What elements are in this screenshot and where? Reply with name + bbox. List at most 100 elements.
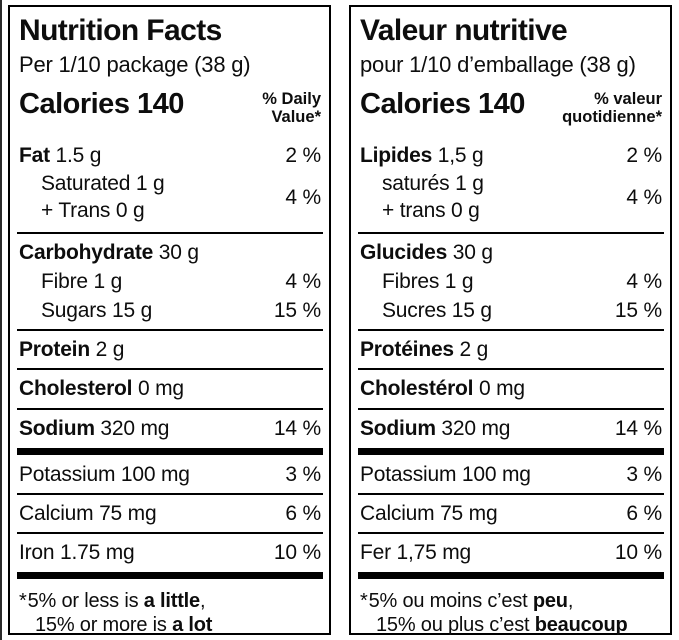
daily-value-percent: 4 %: [285, 185, 321, 209]
separator-line: [17, 407, 323, 410]
daily-value-header-line2: Value*: [271, 108, 321, 127]
nutrient-name: Sugars 15 g: [41, 299, 153, 323]
nutrient-row: Sodium 320 mg 14 %: [358, 414, 664, 443]
nutrient-name: Fibre 1 g: [41, 270, 123, 294]
daily-value-header-line1: % valeur: [594, 89, 662, 108]
daily-value-percent: 15 %: [273, 299, 321, 323]
footnote-text: ,: [567, 589, 574, 612]
daily-value-header-line1: % Daily: [262, 89, 321, 108]
footnote-keyword: peu: [532, 589, 568, 612]
nutrient-name: Potassium 100 mg: [19, 462, 190, 486]
footnote-line: *5% or less is a little,: [19, 589, 323, 613]
nutrient-name: Calcium 75 mg: [360, 501, 498, 525]
nutrient-name: Sodium 320 mg: [19, 416, 170, 440]
nutrient-row: Protein 2 g: [17, 335, 323, 364]
nutrient-row: Cholestérol 0 mg: [358, 374, 664, 403]
separator-line: [358, 232, 664, 235]
nutrient-rows: Lipides 1,5 g 2 % saturés 1 g + trans 0 g 4 …: [358, 141, 664, 584]
serving-size: Per 1/10 package (38 g): [19, 51, 251, 77]
footnote-keyword: a little: [143, 589, 200, 612]
footnote-text: ,: [199, 589, 206, 612]
nutrient-row: Potassium 100 mg 3 %: [17, 460, 323, 489]
daily-value-percent: 10 %: [614, 540, 662, 564]
nutrient-name: Fat 1.5 g: [19, 143, 102, 167]
nutrient-row: Calcium 75 mg 6 %: [17, 499, 323, 528]
nutrient-rows: Fat 1.5 g 2 % Saturated 1 g + Trans 0 g 4 % C…: [17, 141, 323, 584]
nutrient-row: Cholesterol 0 mg: [17, 374, 323, 403]
thick-divider-bar: [17, 447, 323, 455]
footnote-line: 15% or more is a lot: [19, 613, 323, 637]
daily-value-percent: 6 %: [285, 501, 321, 525]
footnote-keyword: beaucoup: [534, 614, 628, 637]
nutrient-row: Glucides 30 g: [358, 238, 664, 267]
calories: Calories 140: [358, 87, 525, 120]
nutrient-row: Protéines 2 g: [358, 335, 664, 364]
calories-label: Calories: [19, 87, 130, 120]
footnote-keyword: a lot: [172, 614, 213, 637]
thick-divider-bar: [17, 571, 323, 579]
footnote-line: *5% ou moins c’est peu,: [360, 589, 664, 613]
separator-line: [17, 531, 323, 534]
daily-value-header-line2: quotidienne*: [562, 108, 662, 127]
calories-label: Calories: [360, 87, 471, 120]
daily-value-header: % Daily Value*: [262, 89, 323, 127]
nutrient-name: Iron 1.75 mg: [19, 540, 135, 564]
footnote: *5% or less is a little, 15% or more is a…: [17, 589, 323, 638]
nutrient-row: Saturated 1 g + Trans 0 g 4 %: [17, 170, 323, 228]
separator-line: [358, 531, 664, 534]
panel-title: Nutrition Facts: [19, 14, 222, 47]
calories-value: 140: [137, 87, 184, 120]
nutrient-row: Carbohydrate 30 g: [17, 238, 323, 267]
nutrient-name: Fibres 1 g: [382, 270, 474, 294]
nutrient-name: Cholestérol 0 mg: [360, 377, 525, 401]
separator-line: [358, 407, 664, 410]
calories-row: Calories 140 % valeur quotidienne*: [358, 87, 664, 127]
nutrient-row: Iron 1.75 mg 10 %: [17, 538, 323, 567]
nutrient-name: Sucres 15 g: [382, 299, 492, 323]
daily-value-percent: 3 %: [285, 462, 321, 486]
daily-value-percent: 10 %: [273, 540, 321, 564]
daily-value-percent: 4 %: [285, 270, 321, 294]
nutrient-row: Fat 1.5 g 2 %: [17, 141, 323, 170]
separator-line: [17, 329, 323, 332]
daily-value-header: % valeur quotidienne*: [562, 89, 664, 127]
separator-line: [358, 368, 664, 371]
nutrient-row: Sugars 15 g 15 %: [17, 296, 323, 325]
nutrient-name: Potassium 100 mg: [360, 462, 531, 486]
daily-value-percent: 4 %: [626, 185, 662, 209]
nutrient-row: Potassium 100 mg 3 %: [358, 460, 664, 489]
separator-line: [358, 492, 664, 495]
nutrient-row: Fibre 1 g 4 %: [17, 267, 323, 296]
calories-value: 140: [478, 87, 525, 120]
daily-value-percent: 2 %: [285, 143, 321, 167]
daily-value-percent: 14 %: [614, 416, 662, 440]
footnote-text: 15% or more is: [35, 614, 173, 637]
separator-line: [17, 368, 323, 371]
nutrient-name: Carbohydrate 30 g: [19, 241, 199, 265]
footnote-asterisk: *: [360, 589, 368, 612]
nutrient-name: Saturated 1 g + Trans 0 g: [41, 171, 165, 223]
calories-row: Calories 140 % Daily Value*: [17, 87, 323, 127]
nutrient-row: Sodium 320 mg 14 %: [17, 414, 323, 443]
nutrient-name: Lipides 1,5 g: [360, 143, 484, 167]
thick-divider-bar: [358, 571, 664, 579]
footnote-asterisk: *: [19, 589, 27, 612]
separator-line: [17, 232, 323, 235]
nutrient-row: Calcium 75 mg 6 %: [358, 499, 664, 528]
daily-value-percent: 15 %: [614, 299, 662, 323]
image-left-edge-line: [0, 0, 2, 640]
nutrient-name: Glucides 30 g: [360, 241, 493, 265]
nutrient-name: Protein 2 g: [19, 338, 125, 362]
daily-value-percent: 14 %: [273, 416, 321, 440]
footnote-text: 15% ou plus c’est: [376, 614, 535, 637]
footnote-text: 5% or less is: [27, 589, 144, 612]
footnote-text: 5% ou moins c’est: [368, 589, 533, 612]
nutrient-row: Sucres 15 g 15 %: [358, 296, 664, 325]
daily-value-percent: 3 %: [626, 462, 662, 486]
nutrient-name: Sodium 320 mg: [360, 416, 511, 440]
nutrient-name: Fer 1,75 mg: [360, 540, 472, 564]
nutrient-name: Protéines 2 g: [360, 338, 489, 362]
footnote: *5% ou moins c’est peu, 15% ou plus c’est…: [358, 589, 664, 638]
thick-divider-bar: [358, 447, 664, 455]
